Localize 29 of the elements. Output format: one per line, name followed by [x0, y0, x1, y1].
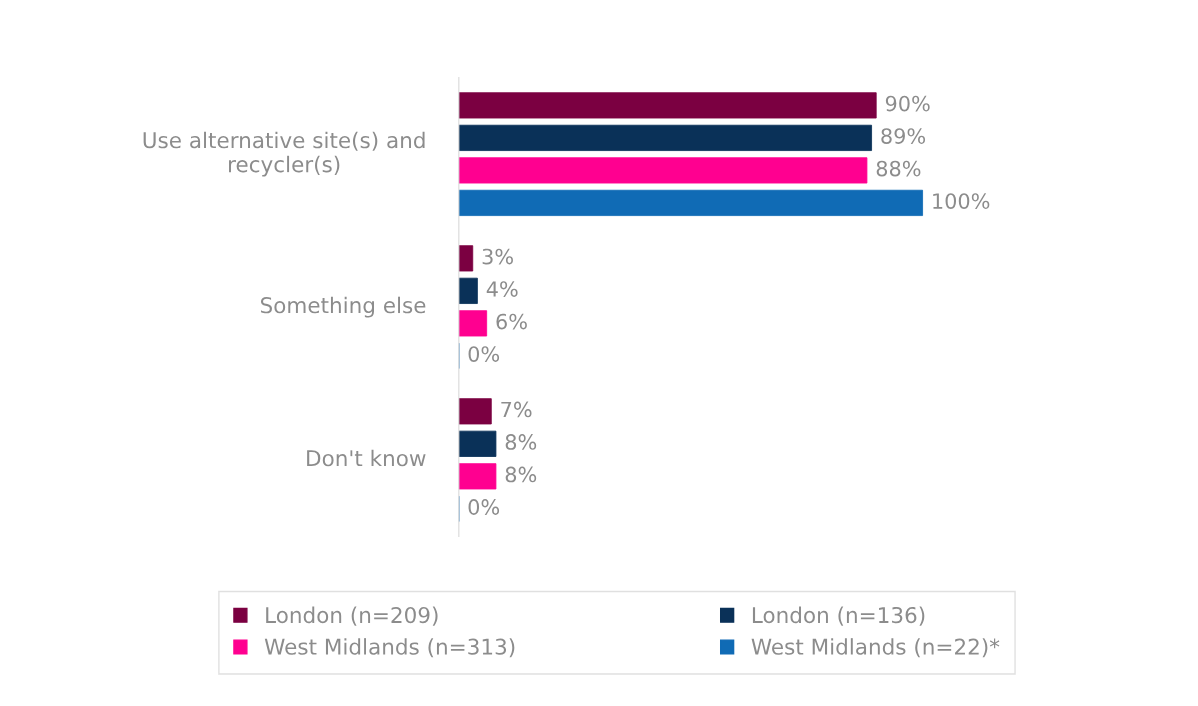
bar: [458, 463, 497, 490]
y-tick-label: Something else: [260, 296, 426, 318]
bar: [458, 430, 497, 457]
y-tick-label: Use alternative site(s) and recycler(s): [143, 131, 425, 177]
legend-label: West Midlands (n=313): [264, 638, 515, 658]
legend-label: London (n=136): [752, 606, 925, 626]
data-label: 8%: [505, 434, 537, 450]
bar: [458, 157, 868, 184]
data-label: 0%: [468, 346, 500, 362]
data-label: 3%: [482, 248, 513, 265]
data-label: 8%: [505, 466, 537, 483]
data-label: 7%: [501, 401, 532, 418]
data-label: 4%: [486, 281, 518, 297]
legend-label: West Midlands (n=22)*: [751, 638, 1000, 658]
bar: [458, 277, 478, 304]
data-label: 90%: [885, 95, 930, 112]
bar: [458, 189, 923, 216]
bar: [458, 124, 872, 151]
data-label: 100%: [933, 193, 990, 209]
legend-label: London (n=209): [266, 606, 438, 626]
bar: [458, 92, 877, 119]
bar: [458, 245, 474, 272]
data-label: 89%: [881, 128, 926, 144]
data-label: 88%: [876, 160, 921, 177]
data-label: 6%: [496, 313, 527, 330]
bar: [458, 398, 492, 425]
bar: [458, 310, 488, 337]
y-tick-label: Don't know: [307, 449, 426, 467]
data-label: 0%: [468, 499, 500, 515]
